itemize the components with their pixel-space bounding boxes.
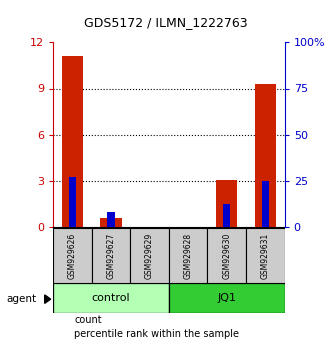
Text: GSM929626: GSM929626 <box>68 233 77 279</box>
Text: GSM929627: GSM929627 <box>106 233 116 279</box>
Bar <box>62 56 83 227</box>
Polygon shape <box>45 295 51 303</box>
Text: JQ1: JQ1 <box>217 293 236 303</box>
Bar <box>261 181 269 227</box>
Text: percentile rank within the sample: percentile rank within the sample <box>74 329 239 339</box>
Text: control: control <box>92 293 130 303</box>
Bar <box>130 228 169 283</box>
Text: count: count <box>74 315 102 325</box>
Bar <box>246 228 285 283</box>
Bar <box>208 228 246 283</box>
Text: GDS5172 / ILMN_1222763: GDS5172 / ILMN_1222763 <box>84 16 247 29</box>
Text: GSM929629: GSM929629 <box>145 233 154 279</box>
Text: GSM929630: GSM929630 <box>222 233 231 279</box>
Bar <box>255 84 276 227</box>
Bar <box>169 283 285 313</box>
Bar <box>107 212 115 227</box>
Bar <box>223 205 230 227</box>
Bar <box>169 228 208 283</box>
Text: GSM929631: GSM929631 <box>261 233 270 279</box>
Bar <box>53 283 169 313</box>
Bar <box>92 228 130 283</box>
Text: agent: agent <box>7 294 37 304</box>
Text: GSM929628: GSM929628 <box>184 233 193 279</box>
Bar <box>216 180 237 227</box>
Bar <box>100 218 121 227</box>
Bar <box>53 228 92 283</box>
Bar <box>69 177 76 227</box>
